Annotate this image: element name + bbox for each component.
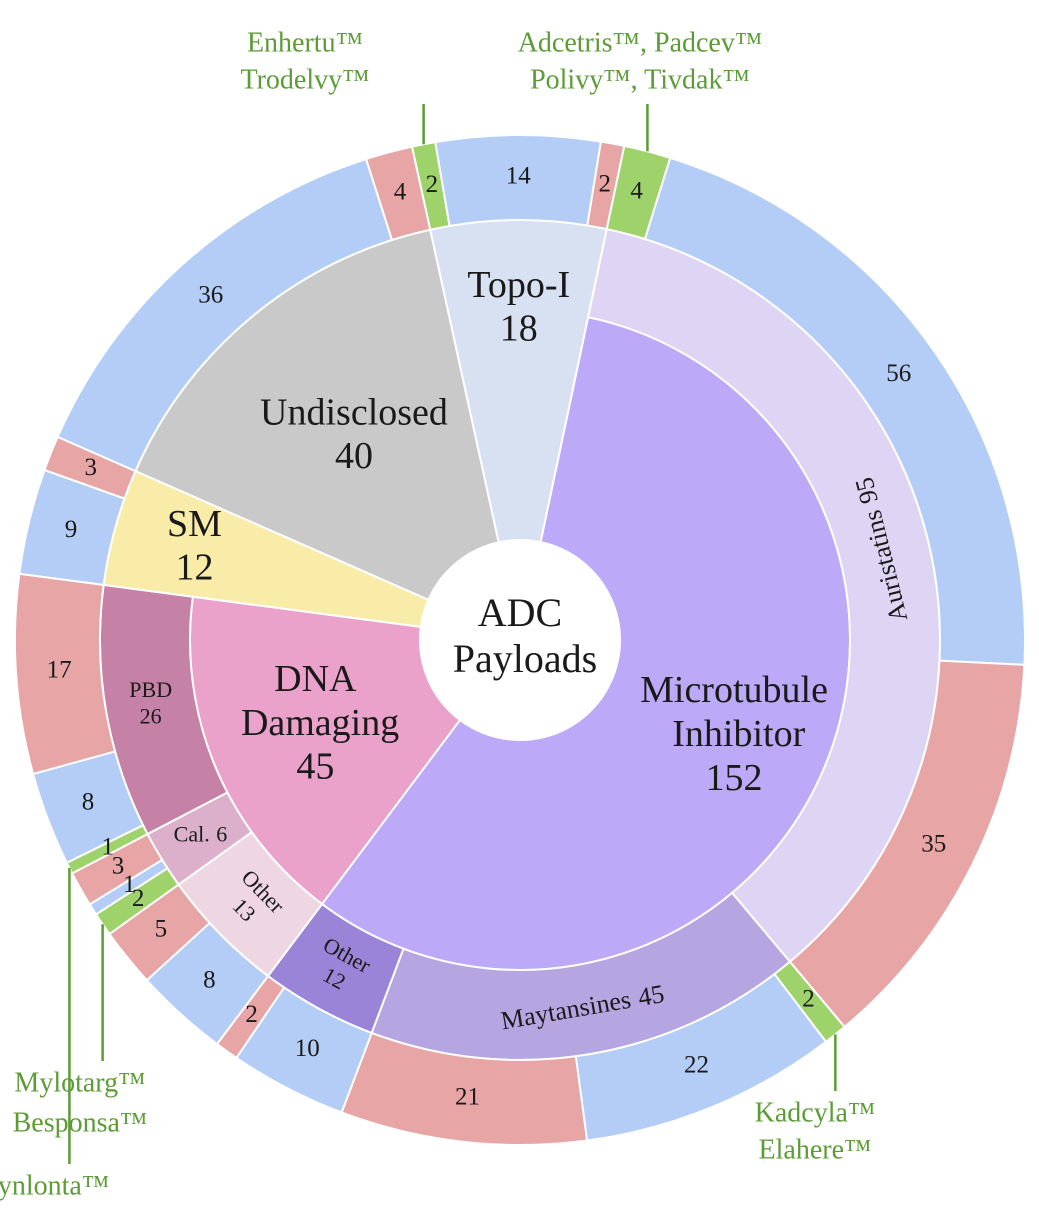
annotation-text: Elahere™	[759, 1134, 872, 1165]
annotation-text: Polivy™, Tivdak™	[530, 64, 750, 95]
outer-label: 22	[684, 1052, 709, 1079]
center-label-line: ADC	[478, 590, 562, 635]
category-name-line: Microtubule	[640, 669, 828, 711]
category-name: Undisclosed	[260, 391, 448, 433]
outer-label: 35	[921, 830, 946, 857]
outer-label: 2	[599, 171, 612, 198]
annotation-text: Mylotarg™	[14, 1067, 145, 1098]
category-name-line: Undisclosed	[260, 391, 448, 433]
outer-label: 2	[802, 986, 815, 1013]
category-name: Topo-I	[467, 264, 570, 306]
category-value: 40	[335, 435, 373, 477]
category-name-line: Topo-I	[467, 264, 570, 306]
group-name: PBD	[129, 677, 172, 702]
outer-label: 4	[394, 179, 407, 206]
outer-label: 56	[886, 360, 911, 387]
outer-label: 4	[630, 178, 643, 205]
annotation-text: Besponsa™	[13, 1107, 148, 1138]
outer-label: 8	[82, 789, 95, 816]
outer-label: 2	[426, 171, 439, 198]
annotation-text: Enhertu™	[247, 27, 363, 58]
category-name-line: SM	[167, 503, 222, 545]
category-name-line: Damaging	[231, 702, 399, 744]
category-name: DNA Damaging	[231, 658, 399, 744]
outer-label: 3	[112, 853, 125, 880]
annotation-text: Kadcyla™	[755, 1097, 876, 1128]
category-name: Microtubule Inhibitor	[640, 669, 828, 755]
group-label-text: Cal. 6	[174, 821, 228, 846]
outer-label: 17	[47, 656, 72, 683]
group-value: 45	[636, 979, 666, 1012]
outer-label: 3	[84, 454, 97, 481]
outer-label: 9	[65, 516, 78, 543]
outer-label: 10	[295, 1035, 320, 1062]
category-value: 18	[500, 308, 538, 350]
annotation-text: Zynlonta™	[0, 1170, 109, 1201]
outer-label: 2	[132, 885, 145, 912]
group-label: Cal. 6	[174, 821, 228, 846]
annotation-text: Trodelvy™	[240, 64, 369, 95]
category-name: SM	[167, 503, 222, 545]
category-value: 45	[296, 746, 334, 788]
category-name-line: DNA	[274, 658, 357, 700]
center-label-line: Payloads	[443, 636, 597, 681]
category-name-line: Inhibitor	[663, 713, 806, 755]
category-value: 12	[175, 547, 213, 589]
outer-label: 21	[455, 1084, 480, 1111]
outer-label: 14	[506, 163, 532, 190]
center-hole	[420, 540, 620, 740]
segments	[14, 134, 1026, 1146]
outer-label: 36	[198, 281, 223, 308]
annotation-text: Adcetris™, Padcev™	[518, 27, 763, 58]
outer-label: 5	[155, 915, 168, 942]
outer-label: 2	[245, 1001, 258, 1028]
outer-label: 1	[123, 871, 136, 898]
category-value: 152	[706, 757, 763, 799]
group-value: 26	[140, 703, 162, 728]
outer-segment	[364, 145, 432, 242]
group-name: Cal.	[174, 821, 210, 846]
outer-label: 1	[102, 833, 115, 860]
group-value: 6	[216, 821, 227, 846]
center-label: ADC Payloads	[443, 590, 597, 681]
outer-label: 8	[203, 967, 216, 994]
